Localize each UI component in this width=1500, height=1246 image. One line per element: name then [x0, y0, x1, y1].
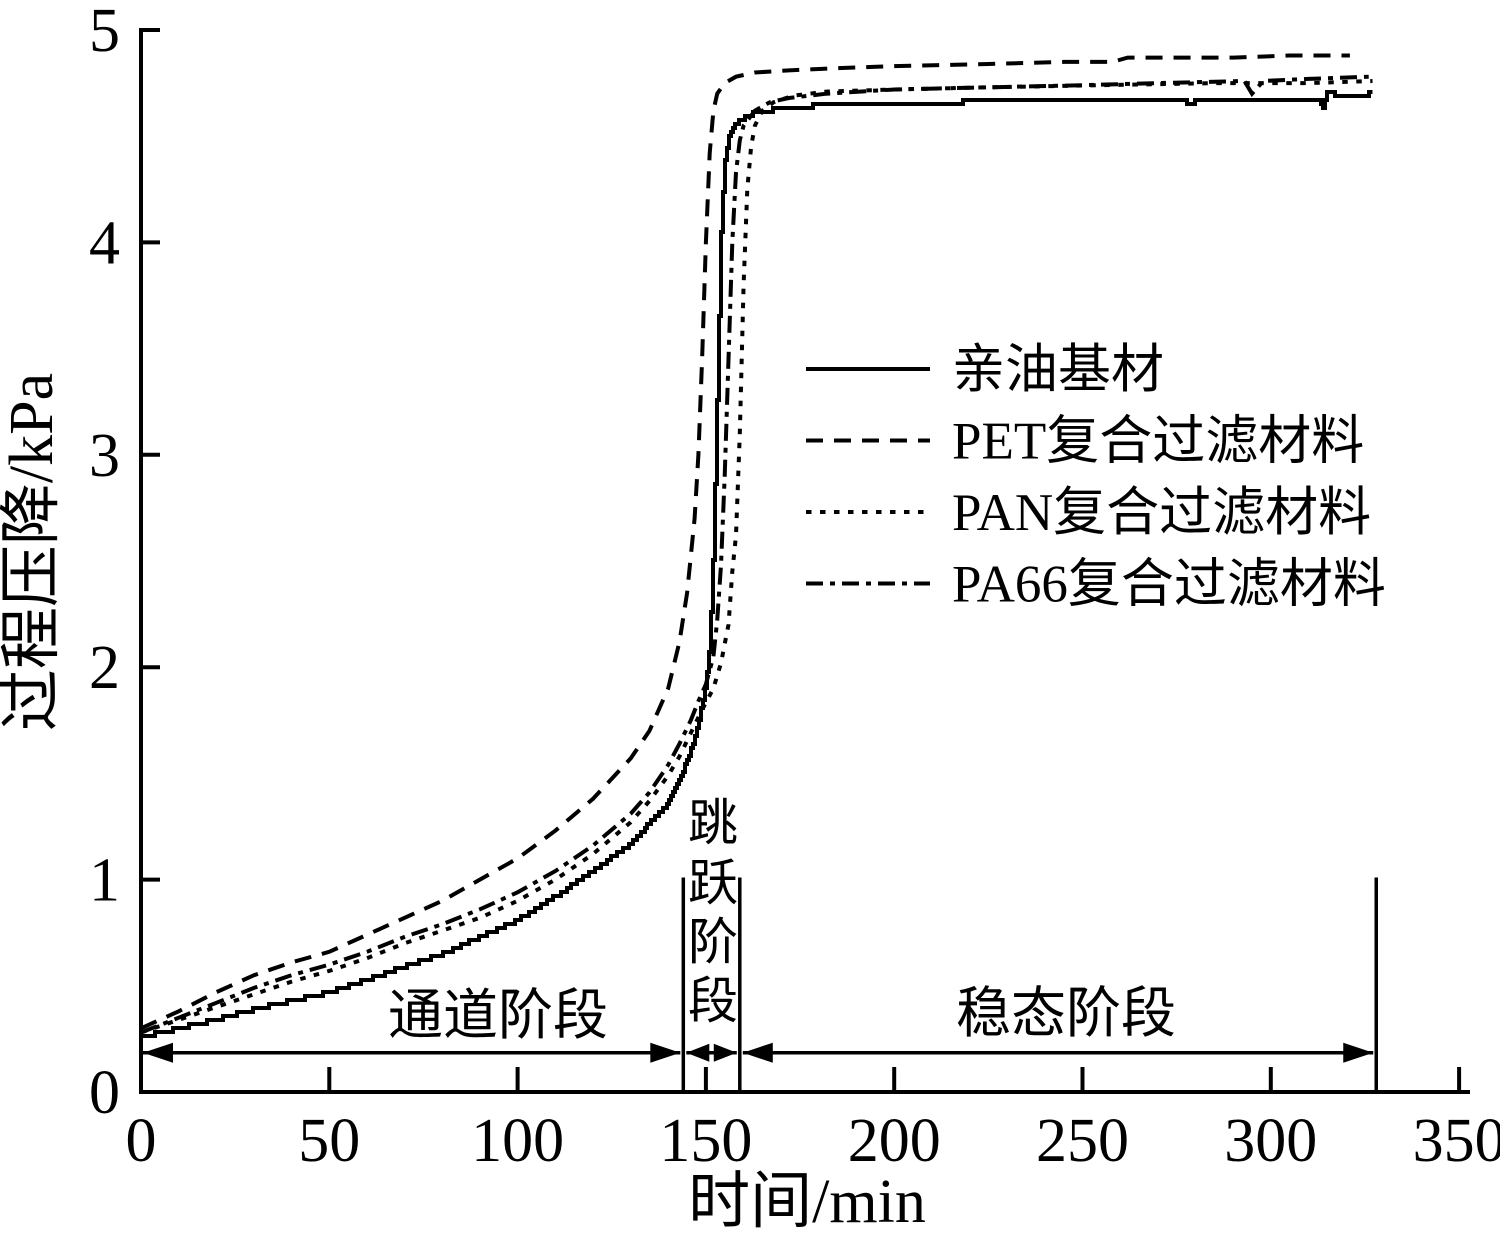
series-line-dashed [140, 53, 1350, 1031]
legend-item: PET复合过滤材料 [806, 413, 1364, 471]
stage-label-channel: 通道阶段 [388, 985, 608, 1046]
legend: 亲油基材 PET复合过滤材料 PAN复合过滤材料 PA66复合过滤材料 [806, 341, 1386, 614]
stage-range-arrows [143, 1042, 1374, 1063]
legend-item: 亲油基材 [806, 341, 1164, 399]
series-line-dashdot [140, 74, 1369, 1035]
channel-stage-arrow-left-arrowhead [143, 1042, 173, 1063]
steady-stage-arrow-right-arrowhead [1343, 1042, 1374, 1063]
y-tick-label-0: 0 [89, 1059, 120, 1127]
stage-label-jump: 跳跃阶段 [688, 795, 738, 1029]
y-axis-title: 过程压降/kPa [0, 373, 66, 731]
legend-item: PA66复合过滤材料 [806, 556, 1386, 614]
legend-label: PET复合过滤材料 [952, 413, 1364, 471]
stage-boundary-lines [681, 877, 1378, 1090]
y-tick-label-3: 3 [89, 422, 120, 490]
x-tick-label-50: 50 [298, 1107, 360, 1175]
legend-label: PAN复合过滤材料 [952, 484, 1371, 542]
x-tick-label-100: 100 [471, 1107, 564, 1175]
y-tick-label-5: 5 [89, 0, 120, 65]
x-tick-label-0: 0 [126, 1107, 157, 1175]
y-tick-label-2: 2 [89, 634, 120, 702]
series-curves [140, 53, 1373, 1038]
x-tick-label-300: 300 [1224, 1107, 1317, 1175]
steady-stage-arrow-left-arrowhead [742, 1042, 773, 1063]
channel-stage-arrow-right-arrowhead [650, 1042, 681, 1063]
x-tick-label-350: 350 [1413, 1107, 1500, 1175]
axis-spines [139, 28, 1470, 1094]
y-tick-label-4: 4 [89, 209, 120, 277]
legend-item: PAN复合过滤材料 [806, 484, 1371, 542]
legend-label: PA66复合过滤材料 [952, 556, 1386, 614]
axis-ticks [141, 28, 1462, 1092]
legend-label: 亲油基材 [952, 341, 1164, 399]
series-line-solid [141, 90, 1373, 1038]
stage-label-steady: 稳态阶段 [956, 983, 1176, 1044]
x-tick-label-250: 250 [1036, 1107, 1129, 1175]
x-tick-label-200: 200 [848, 1107, 941, 1175]
x-tick-label-150: 150 [659, 1107, 752, 1175]
jump-stage-arrow-right-arrowhead [713, 1043, 737, 1062]
y-tick-label-1: 1 [89, 847, 120, 915]
x-axis-title: 时间/min [688, 1168, 926, 1236]
stage-annotations: 通道阶段 跳跃阶段 稳态阶段 [143, 795, 1378, 1090]
jump-stage-arrow-left-arrowhead [686, 1043, 710, 1062]
